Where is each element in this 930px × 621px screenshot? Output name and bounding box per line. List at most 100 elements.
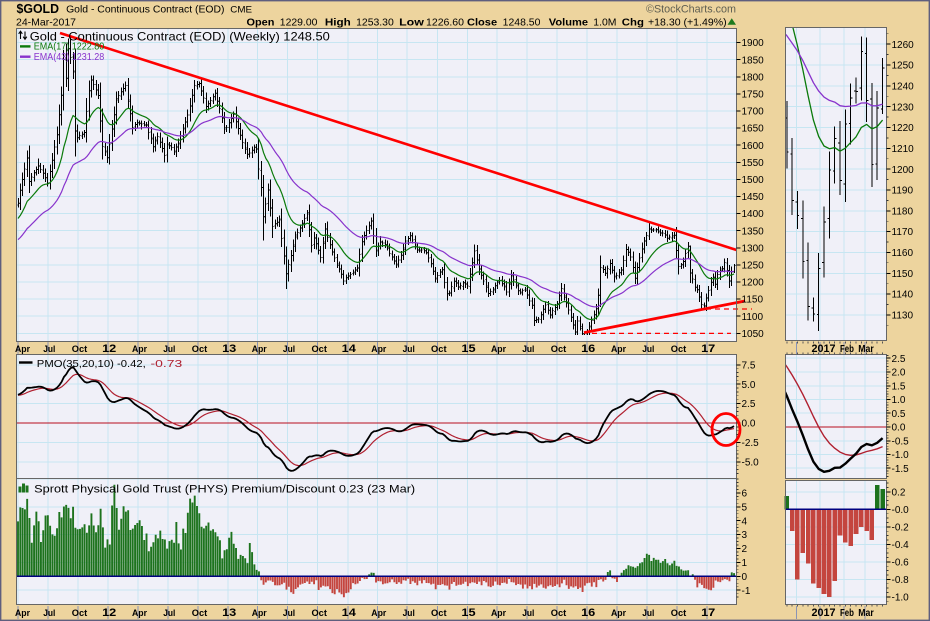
svg-text:-1.0: -1.0 xyxy=(892,450,910,461)
svg-text:Low: Low xyxy=(399,18,425,29)
svg-text:Apr: Apr xyxy=(491,344,506,355)
svg-text:-0.4: -0.4 xyxy=(892,540,910,551)
svg-text:1400: 1400 xyxy=(742,209,765,220)
svg-text:1300: 1300 xyxy=(742,243,765,254)
svg-text:1800: 1800 xyxy=(742,72,765,83)
svg-text:1700: 1700 xyxy=(742,107,765,118)
svg-text:2: 2 xyxy=(742,544,748,555)
svg-text:Apr: Apr xyxy=(371,344,386,355)
svg-text:1220: 1220 xyxy=(892,123,915,134)
svg-text:0.2: 0.2 xyxy=(892,487,906,498)
svg-text:-0.6: -0.6 xyxy=(892,557,910,568)
svg-text:Sprott Physical Gold Trust (PH: Sprott Physical Gold Trust (PHYS) Premiu… xyxy=(34,483,415,495)
svg-text:Apr: Apr xyxy=(132,344,147,355)
svg-text:Close: Close xyxy=(467,18,497,29)
svg-text:1850: 1850 xyxy=(742,55,765,66)
svg-text:Oct: Oct xyxy=(431,608,447,619)
svg-text:1180: 1180 xyxy=(892,206,914,217)
svg-text:1500: 1500 xyxy=(742,175,765,186)
svg-text:-5.0: -5.0 xyxy=(742,457,760,468)
svg-text:1200: 1200 xyxy=(892,165,915,176)
svg-text:1050: 1050 xyxy=(742,329,765,340)
svg-text:1350: 1350 xyxy=(742,226,765,237)
svg-text:6: 6 xyxy=(742,489,748,500)
svg-text:17: 17 xyxy=(701,343,715,355)
svg-text:Apr: Apr xyxy=(371,608,386,619)
svg-text:-1.5: -1.5 xyxy=(892,464,910,475)
svg-text:Feb: Feb xyxy=(840,344,854,355)
svg-text:©StockCharts.com: ©StockCharts.com xyxy=(646,3,736,15)
svg-text:Jul: Jul xyxy=(403,344,415,355)
svg-text:Oct: Oct xyxy=(431,344,447,355)
svg-text:4: 4 xyxy=(742,516,748,527)
svg-text:-1.0: -1.0 xyxy=(892,592,910,603)
svg-text:1150: 1150 xyxy=(742,295,764,306)
svg-text:1600: 1600 xyxy=(742,141,765,152)
svg-text:Apr: Apr xyxy=(611,608,626,619)
svg-text:1.0: 1.0 xyxy=(892,395,906,406)
svg-text:1.5: 1.5 xyxy=(892,381,906,392)
svg-text:1160: 1160 xyxy=(892,248,914,259)
svg-text:2.0: 2.0 xyxy=(892,368,906,379)
svg-text:1260: 1260 xyxy=(892,40,915,51)
svg-text:1253.30: 1253.30 xyxy=(356,18,394,29)
svg-text:Oct: Oct xyxy=(311,608,327,619)
svg-text:13: 13 xyxy=(222,607,236,619)
svg-text:Mar: Mar xyxy=(858,608,874,619)
svg-text:1240: 1240 xyxy=(892,82,915,93)
svg-text:14: 14 xyxy=(342,607,357,619)
svg-text:12: 12 xyxy=(102,607,116,619)
svg-text:Oct: Oct xyxy=(551,344,567,355)
svg-text:-0.5: -0.5 xyxy=(892,436,910,447)
svg-text:2.5: 2.5 xyxy=(892,354,906,365)
svg-text:2.5: 2.5 xyxy=(742,399,756,410)
svg-text:7.5: 7.5 xyxy=(742,360,756,371)
svg-text:1210: 1210 xyxy=(892,144,915,155)
svg-text:0: 0 xyxy=(742,572,748,583)
svg-text:Jul: Jul xyxy=(642,608,654,619)
svg-text:15: 15 xyxy=(461,607,475,619)
svg-text:1130: 1130 xyxy=(892,311,914,322)
svg-text:16: 16 xyxy=(581,607,595,619)
svg-text:1200: 1200 xyxy=(742,278,765,289)
svg-text:1150: 1150 xyxy=(892,269,914,280)
svg-text:-0.8: -0.8 xyxy=(892,575,910,586)
svg-text:Apr: Apr xyxy=(15,344,30,355)
svg-text:1550: 1550 xyxy=(742,158,765,169)
svg-text:1100: 1100 xyxy=(742,312,764,323)
svg-text:-2.5: -2.5 xyxy=(742,438,760,449)
svg-text:Open: Open xyxy=(247,18,275,29)
svg-text:12: 12 xyxy=(102,343,116,355)
svg-text:Apr: Apr xyxy=(252,344,267,355)
svg-text:Oct: Oct xyxy=(311,344,327,355)
svg-text:0.5: 0.5 xyxy=(892,409,906,420)
svg-text:Jul: Jul xyxy=(43,344,55,355)
svg-text:PMO(35,20,10) -0.42,: PMO(35,20,10) -0.42, xyxy=(37,358,146,370)
svg-text:-1: -1 xyxy=(742,586,751,597)
svg-text:1140: 1140 xyxy=(892,290,914,301)
svg-text:5.0: 5.0 xyxy=(742,380,756,391)
svg-text:EMA(17) 1222.80: EMA(17) 1222.80 xyxy=(34,42,105,53)
svg-text:+18.30 (+1.49%): +18.30 (+1.49%) xyxy=(648,18,727,29)
svg-text:17: 17 xyxy=(701,607,715,619)
svg-text:1229.00: 1229.00 xyxy=(280,18,318,29)
svg-text:24-Mar-2017: 24-Mar-2017 xyxy=(16,18,76,29)
svg-text:1: 1 xyxy=(742,558,748,569)
svg-text:14: 14 xyxy=(342,343,357,355)
svg-text:Gold - Continuous Contract (EO: Gold - Continuous Contract (EOD) xyxy=(66,5,224,16)
svg-text:Apr: Apr xyxy=(132,608,147,619)
svg-text:Volume: Volume xyxy=(549,18,588,29)
svg-text:Jul: Jul xyxy=(522,344,534,355)
svg-text:Apr: Apr xyxy=(491,608,506,619)
svg-text:Apr: Apr xyxy=(252,608,267,619)
svg-text:1170: 1170 xyxy=(892,227,914,238)
svg-text:16: 16 xyxy=(581,343,595,355)
svg-text:-0.0: -0.0 xyxy=(892,505,910,516)
svg-text:2017: 2017 xyxy=(812,607,836,619)
svg-text:Oct: Oct xyxy=(72,608,88,619)
svg-text:-0.73: -0.73 xyxy=(151,358,183,370)
svg-text:Jul: Jul xyxy=(283,344,295,355)
svg-text:2017: 2017 xyxy=(812,343,836,355)
svg-text:5: 5 xyxy=(742,502,748,513)
svg-text:1450: 1450 xyxy=(742,192,765,203)
